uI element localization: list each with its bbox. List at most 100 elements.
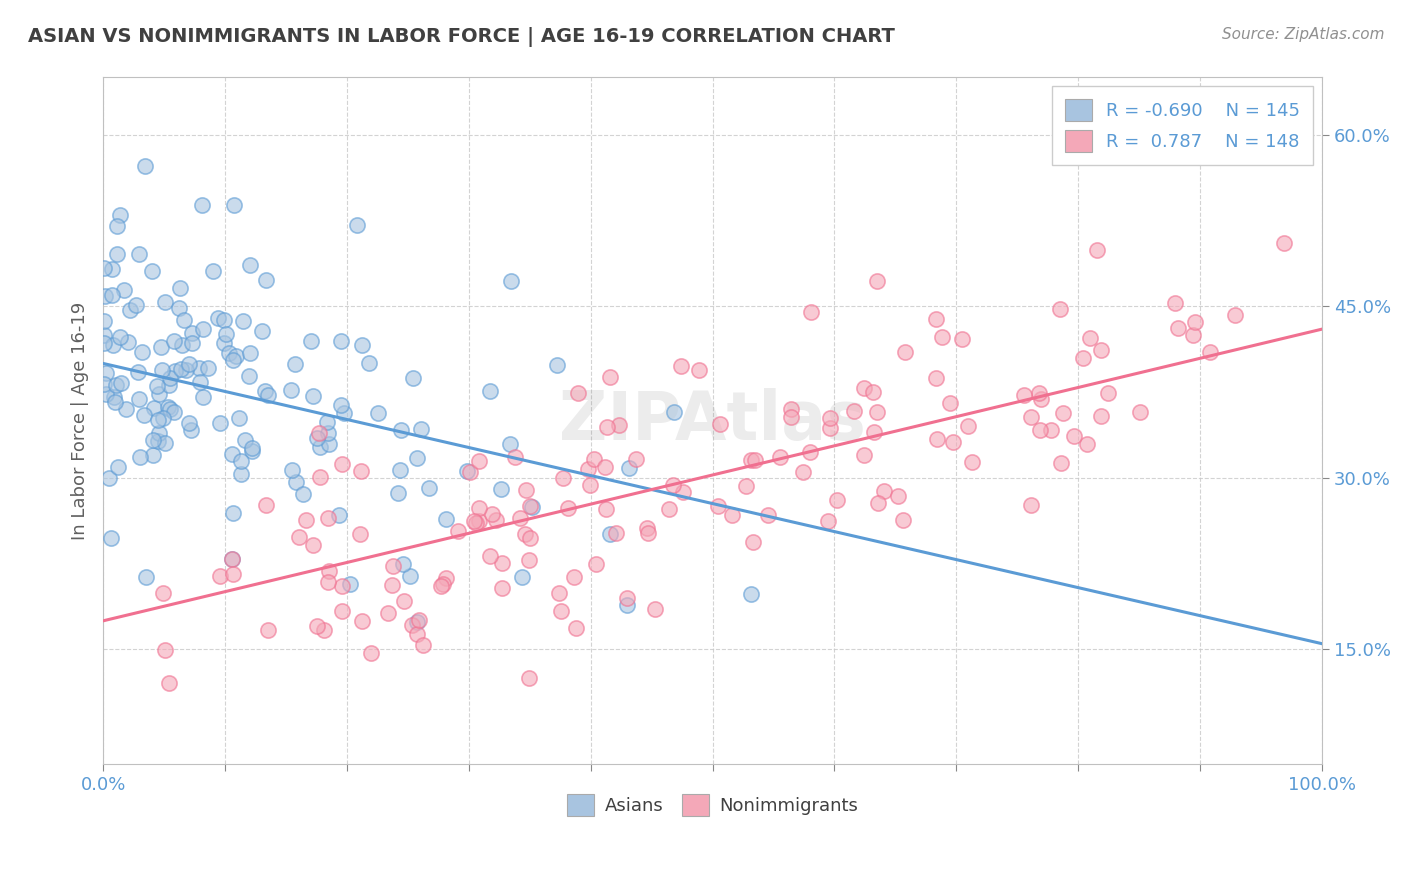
Point [637, 526, 659, 541]
Point [215, 326, 238, 341]
Point [254, 273, 277, 287]
Point [950, 333, 973, 347]
Point [197, 360, 219, 375]
Point [316, 511, 339, 525]
Point [100, 531, 122, 545]
Point [107, 459, 129, 474]
Point [114, 402, 136, 417]
Point [510, 570, 533, 584]
Point [585, 557, 607, 571]
Point [1167, 321, 1189, 335]
Point [942, 434, 965, 449]
Point [576, 462, 599, 476]
Text: ZIPAtlas: ZIPAtlas [560, 388, 866, 454]
Point [662, 477, 685, 491]
Point [159, 370, 181, 384]
Point [780, 409, 803, 424]
Point [863, 425, 886, 439]
Point [522, 500, 544, 514]
Point [148, 425, 170, 440]
Point [104, 378, 127, 392]
Point [458, 465, 481, 479]
Point [392, 594, 415, 608]
Text: ASIAN VS NONIMMIGRANTS IN LABOR FORCE | AGE 16-19 CORRELATION CHART: ASIAN VS NONIMMIGRANTS IN LABOR FORCE | … [28, 27, 896, 46]
Point [128, 392, 150, 406]
Point [201, 264, 224, 278]
Point [94, 387, 117, 401]
Point [330, 579, 353, 593]
Point [191, 322, 214, 336]
Point [605, 526, 627, 541]
Point [108, 208, 131, 222]
Point [742, 534, 765, 549]
Point [1129, 405, 1152, 419]
Point [312, 623, 335, 637]
Point [599, 526, 621, 541]
Point [128, 247, 150, 261]
Point [94, 289, 117, 303]
Point [389, 463, 412, 477]
Point [177, 416, 200, 430]
Point [108, 330, 131, 344]
Point [222, 566, 245, 581]
Point [299, 334, 322, 348]
Point [429, 579, 451, 593]
Point [170, 362, 193, 376]
Point [110, 376, 132, 390]
Point [128, 450, 150, 464]
Point [250, 324, 273, 338]
Point [143, 401, 166, 415]
Point [225, 349, 247, 363]
Point [862, 384, 884, 399]
Point [707, 499, 730, 513]
Point [517, 671, 540, 685]
Point [157, 378, 180, 392]
Point [134, 408, 156, 422]
Point [1097, 385, 1119, 400]
Point [180, 336, 202, 351]
Point [287, 530, 309, 544]
Point [302, 537, 325, 551]
Point [281, 462, 304, 476]
Point [931, 330, 953, 344]
Point [174, 363, 197, 377]
Point [148, 413, 170, 427]
Point [305, 431, 328, 445]
Point [152, 585, 174, 599]
Point [387, 486, 409, 500]
Point [190, 376, 212, 390]
Point [315, 415, 337, 429]
Point [170, 338, 193, 352]
Point [1225, 308, 1247, 322]
Point [257, 623, 280, 637]
Point [167, 301, 190, 316]
Point [180, 326, 202, 340]
Point [391, 557, 413, 571]
Point [169, 281, 191, 295]
Point [578, 477, 600, 491]
Point [153, 295, 176, 310]
Point [852, 448, 875, 462]
Point [212, 335, 235, 350]
Point [508, 511, 530, 525]
Point [498, 437, 520, 451]
Point [800, 304, 823, 318]
Point [406, 615, 429, 629]
Point [865, 404, 887, 418]
Point [146, 434, 169, 448]
Point [163, 404, 186, 418]
Point [408, 613, 430, 627]
Point [141, 264, 163, 278]
Point [616, 599, 638, 613]
Point [309, 470, 332, 484]
Point [744, 453, 766, 467]
Point [599, 370, 621, 384]
Point [957, 418, 980, 433]
Point [101, 261, 124, 276]
Point [1029, 423, 1052, 437]
Point [924, 312, 946, 326]
Point [308, 426, 330, 441]
Point [672, 485, 695, 500]
Point [582, 452, 605, 467]
Point [593, 460, 616, 475]
